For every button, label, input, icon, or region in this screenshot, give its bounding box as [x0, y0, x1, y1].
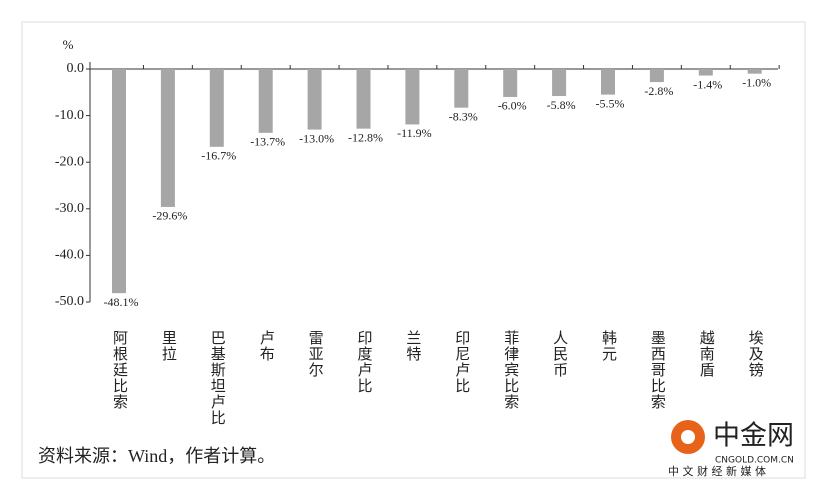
bar — [405, 69, 420, 125]
x-tick-label: 菲律宾比索 — [502, 330, 519, 410]
value-label: -29.6% — [152, 209, 187, 223]
x-tick-label: 印度卢比 — [356, 330, 373, 394]
x-tick-label: 兰特 — [404, 330, 421, 362]
x-tick-label: 印尼卢比 — [453, 330, 470, 394]
value-label: -11.9% — [397, 126, 432, 140]
value-label: -1.0% — [742, 75, 771, 89]
y-tick-label: -50.0 — [55, 294, 84, 309]
x-tick-label: 埃及镑 — [747, 330, 764, 378]
domain: CNGOLD.COM.CN — [715, 456, 794, 466]
y-tick-label: 0.0 — [67, 61, 85, 76]
value-label: -13.7% — [250, 135, 285, 149]
bar — [649, 69, 664, 83]
x-tick-label: 阿根廷比索 — [111, 330, 128, 410]
x-tick-label: 人民币 — [551, 330, 568, 378]
bar — [209, 69, 224, 147]
value-label: -12.8% — [348, 130, 383, 144]
bar — [160, 69, 175, 207]
logo-inner — [681, 430, 695, 444]
bar — [454, 69, 469, 108]
x-tick-label: 雷亚尔 — [307, 330, 324, 378]
bar — [503, 69, 518, 97]
x-tick-label: 里拉 — [160, 330, 177, 362]
bar — [356, 69, 371, 129]
frame — [21, 21, 806, 479]
value-label: -13.0% — [299, 131, 334, 145]
bar — [112, 69, 126, 294]
bar — [307, 69, 322, 130]
value-label: -8.3% — [449, 109, 478, 123]
y-tick-label: -10.0 — [55, 108, 84, 123]
bar — [258, 69, 273, 133]
y-unit: % — [63, 37, 74, 52]
slogan: 中 文 财 经 新 媒 体 — [668, 464, 766, 478]
y-tick-label: -20.0 — [55, 154, 84, 169]
y-tick-label: -30.0 — [55, 201, 84, 216]
x-tick-label: 墨西哥比索 — [649, 330, 666, 410]
bar — [698, 69, 713, 76]
bar — [747, 69, 762, 74]
brand: 中金网 — [713, 421, 794, 452]
value-label: -48.1% — [104, 295, 139, 309]
source-note: 资料来源：Wind，作者计算。 — [38, 446, 275, 466]
x-tick-label: 韩元 — [600, 330, 617, 362]
value-label: -6.0% — [498, 99, 527, 113]
value-label: -2.8% — [644, 84, 673, 98]
value-label: -5.8% — [547, 98, 576, 112]
watermark: 中金网 CNGOLD.COM.CN 中 文 财 经 新 媒 体 — [668, 420, 794, 478]
value-label: -16.7% — [201, 149, 236, 163]
value-label: -5.5% — [596, 96, 625, 110]
y-tick-label: -40.0 — [55, 248, 84, 263]
bar — [552, 69, 567, 97]
x-tick-label: 越南盾 — [698, 330, 715, 378]
x-tick-label: 巴基斯坦卢比 — [209, 330, 226, 426]
x-tick-label: 卢布 — [258, 330, 275, 362]
value-label: -1.4% — [693, 77, 722, 91]
bar — [601, 69, 615, 95]
